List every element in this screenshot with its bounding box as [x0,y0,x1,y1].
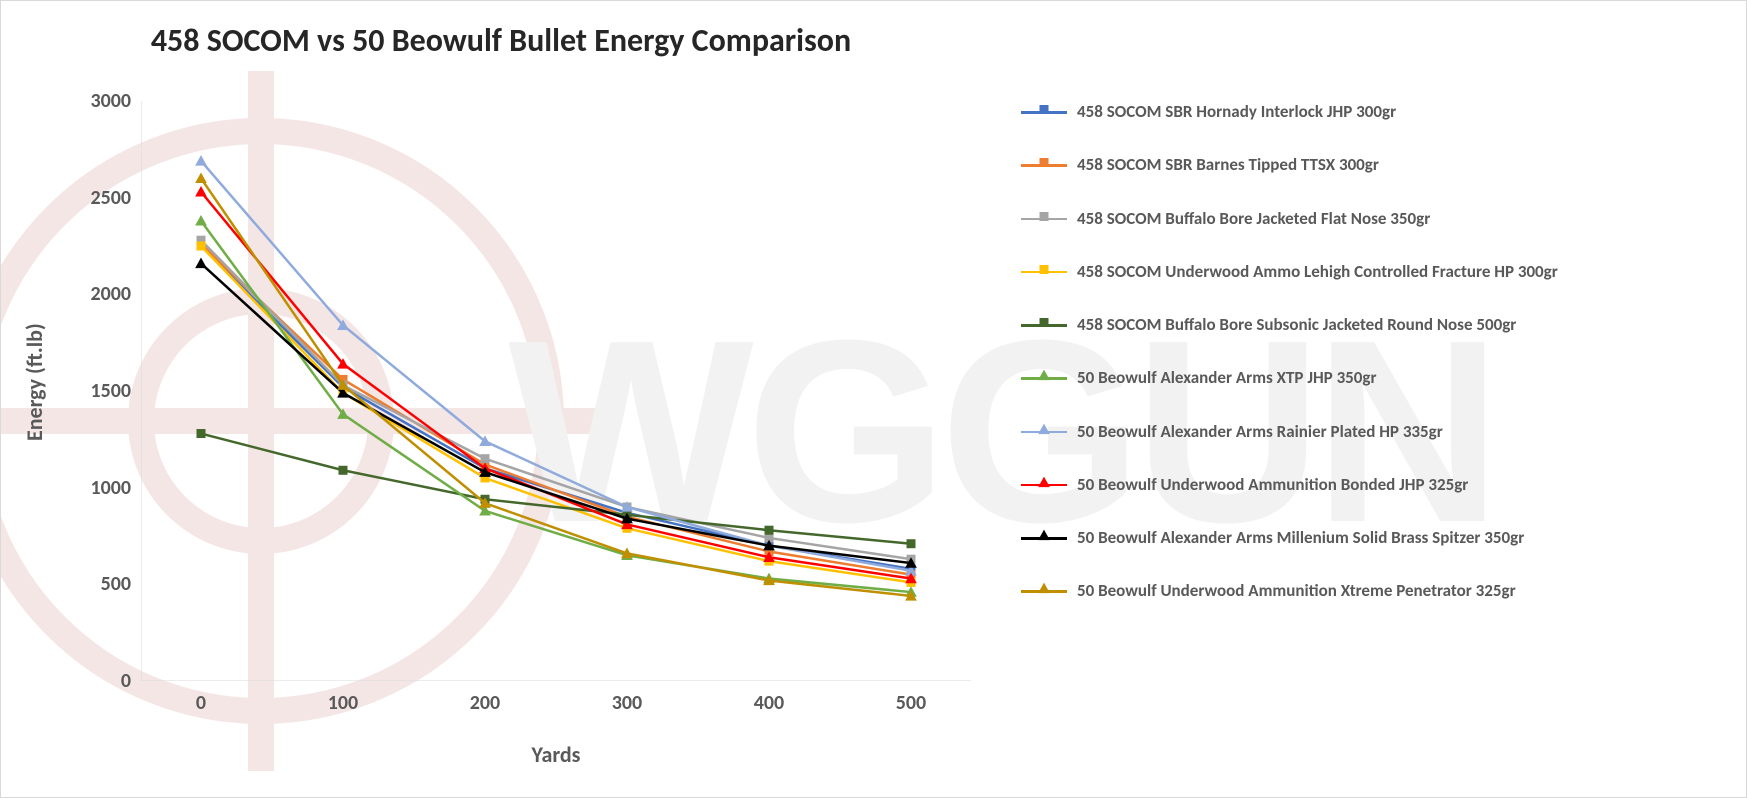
y-axis-label: Energy (ft.lb) [21,323,48,441]
series-marker [195,155,207,166]
series-marker [765,526,774,535]
legend-label: 458 SOCOM SBR Hornady Interlock JHP 300g… [1077,101,1396,122]
legend-item: 50 Beowulf Alexander Arms XTP JHP 350gr [1021,367,1721,388]
legend-swatch [1021,263,1067,281]
y-tick: 0 [71,669,131,693]
legend-swatch [1021,316,1067,334]
legend-swatch [1021,423,1067,441]
legend-item: 458 SOCOM Buffalo Bore Subsonic Jacketed… [1021,314,1721,335]
legend-label: 50 Beowulf Underwood Ammunition Bonded J… [1077,474,1468,495]
x-axis-label: Yards [141,741,971,768]
legend: 458 SOCOM SBR Hornady Interlock JHP 300g… [1021,101,1721,634]
plot-area: 050010001500200025003000 010020030040050… [141,101,971,681]
legend-swatch [1021,103,1067,121]
legend-label: 50 Beowulf Alexander Arms Millenium Soli… [1077,527,1524,548]
series-line [201,192,911,579]
y-tick: 3000 [71,89,131,113]
series-marker [197,242,206,251]
x-tick: 0 [161,691,241,715]
series-marker [195,172,207,183]
series-marker [195,186,207,197]
legend-label: 458 SOCOM Underwood Ammo Lehigh Controll… [1077,261,1558,282]
series-line [201,263,911,563]
legend-item: 50 Beowulf Alexander Arms Millenium Soli… [1021,527,1721,548]
legend-swatch [1021,156,1067,174]
legend-item: 458 SOCOM Buffalo Bore Jacketed Flat Nos… [1021,208,1721,229]
x-tick: 400 [729,691,809,715]
series-marker [195,258,207,269]
plot-svg [141,101,971,681]
series-marker [907,539,916,548]
legend-swatch [1021,210,1067,228]
legend-item: 458 SOCOM Underwood Ammo Lehigh Controll… [1021,261,1721,282]
y-tick: 2000 [71,282,131,306]
series-marker [481,454,490,463]
series-marker [195,215,207,226]
x-tick: 300 [587,691,667,715]
legend-item: 50 Beowulf Underwood Ammunition Bonded J… [1021,474,1721,495]
legend-label: 50 Beowulf Alexander Arms Rainier Plated… [1077,421,1443,442]
legend-label: 458 SOCOM SBR Barnes Tipped TTSX 300gr [1077,154,1379,175]
x-tick: 100 [303,691,383,715]
legend-label: 458 SOCOM Buffalo Bore Jacketed Flat Nos… [1077,208,1430,229]
series-line [201,240,911,559]
x-tick: 200 [445,691,525,715]
legend-item: 458 SOCOM SBR Hornady Interlock JHP 300g… [1021,101,1721,122]
legend-item: 458 SOCOM SBR Barnes Tipped TTSX 300gr [1021,154,1721,175]
series-line [201,244,911,575]
y-tick: 1500 [71,379,131,403]
series-marker [197,429,206,438]
legend-label: 50 Beowulf Alexander Arms XTP JHP 350gr [1077,367,1377,388]
legend-item: 50 Beowulf Alexander Arms Rainier Plated… [1021,421,1721,442]
legend-swatch [1021,476,1067,494]
chart-title: 458 SOCOM vs 50 Beowulf Bullet Energy Co… [1,21,1001,60]
legend-label: 50 Beowulf Underwood Ammunition Xtreme P… [1077,580,1516,601]
series-line [201,246,911,569]
y-tick: 2500 [71,186,131,210]
legend-swatch [1021,582,1067,600]
legend-swatch [1021,369,1067,387]
series-marker [339,466,348,475]
legend-item: 50 Beowulf Underwood Ammunition Xtreme P… [1021,580,1721,601]
chart-container: WGGUN 458 SOCOM vs 50 Beowulf Bullet Ene… [0,0,1747,798]
legend-swatch [1021,529,1067,547]
x-tick: 500 [871,691,951,715]
y-tick: 500 [71,572,131,596]
series-line [201,221,911,592]
y-tick: 1000 [71,476,131,500]
legend-label: 458 SOCOM Buffalo Bore Subsonic Jacketed… [1077,314,1516,335]
